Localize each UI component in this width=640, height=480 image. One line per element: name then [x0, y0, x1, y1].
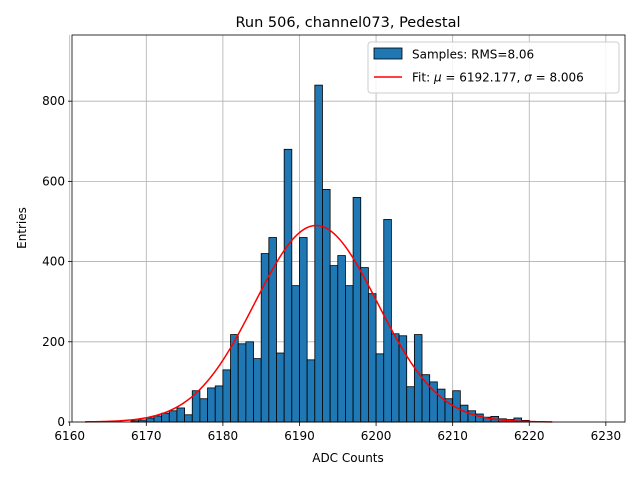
- histogram-bar: [291, 285, 300, 423]
- histogram-bar: [329, 265, 339, 423]
- legend-fit-sigma-value: = 8.006: [532, 71, 584, 85]
- histogram-bar: [360, 267, 369, 423]
- legend-histogram-label: Samples: RMS=8.06: [412, 48, 534, 62]
- histogram-bar: [368, 293, 377, 423]
- y-tick-label: 400: [42, 255, 65, 269]
- histogram-bar: [375, 353, 385, 423]
- histogram-bar: [299, 237, 308, 423]
- histogram-bar: [214, 385, 224, 423]
- histogram-bar: [222, 369, 231, 423]
- y-axis-label: Entries: [15, 207, 29, 249]
- y-tick-label: 200: [42, 335, 65, 349]
- histogram-bar: [161, 412, 170, 423]
- x-tick-label: 6160: [54, 429, 85, 443]
- histogram-bar: [322, 188, 331, 423]
- histogram-bar: [352, 197, 362, 423]
- x-axis-ticks: 6160 6170 6180 6190 6200 6210 6220 6230: [54, 422, 621, 443]
- x-tick-label: 6180: [208, 429, 239, 443]
- histogram-bar: [314, 84, 323, 423]
- histogram-bar: [276, 352, 285, 423]
- x-tick-label: 6170: [131, 429, 162, 443]
- x-tick-label: 6190: [284, 429, 315, 443]
- histogram-bar: [168, 410, 178, 423]
- y-tick-label: 600: [42, 174, 65, 188]
- histogram-bar: [459, 404, 469, 423]
- legend-fit-mu-value: = 6192.177,: [442, 71, 525, 85]
- x-axis-label: ADC Counts: [312, 451, 384, 465]
- histogram-bar: [199, 398, 208, 423]
- histogram-bar: [413, 334, 423, 423]
- legend-fit-mu-symbol: μ: [433, 71, 442, 85]
- histogram-bar: [306, 359, 316, 423]
- histogram-bar: [230, 334, 239, 423]
- histogram-bar: [237, 343, 247, 423]
- histogram-bar: [283, 148, 293, 423]
- fit-curve: [85, 224, 553, 423]
- y-tick-label: 0: [57, 415, 65, 429]
- histogram-bar: [337, 255, 346, 423]
- x-tick-label: 6210: [437, 429, 468, 443]
- histogram-bar: [176, 407, 185, 423]
- x-tick-label: 6230: [591, 429, 622, 443]
- histogram-bar: [145, 417, 155, 423]
- legend: Samples: RMS=8.06 Fit: μ = 6192.177, σ =…: [367, 41, 620, 94]
- histogram-bar: [253, 358, 262, 423]
- legend-histogram-swatch: [373, 47, 403, 60]
- histogram-bar: [390, 333, 400, 423]
- plot-frame: [71, 34, 626, 423]
- histogram-bar: [345, 285, 354, 423]
- histogram-bar: [207, 387, 216, 423]
- x-tick-label: 6200: [361, 429, 392, 443]
- y-axis-ticks: 0 200 400 600 800: [42, 94, 72, 429]
- x-tick-label: 6220: [514, 429, 545, 443]
- histogram-bar: [436, 388, 446, 423]
- legend-fit-sigma-symbol: σ: [524, 71, 532, 85]
- legend-fit-prefix: Fit:: [412, 71, 434, 85]
- y-tick-label: 800: [42, 94, 65, 108]
- histogram-bar: [406, 386, 415, 423]
- histogram-bar: [153, 415, 163, 423]
- histogram-bar: [245, 341, 254, 423]
- histogram-bar: [184, 414, 193, 423]
- chart-title: Run 506, channel073, Pedestal: [235, 15, 460, 31]
- legend-fit-label: Fit: μ = 6192.177, σ = 8.006: [412, 71, 584, 85]
- legend-box: [367, 41, 620, 94]
